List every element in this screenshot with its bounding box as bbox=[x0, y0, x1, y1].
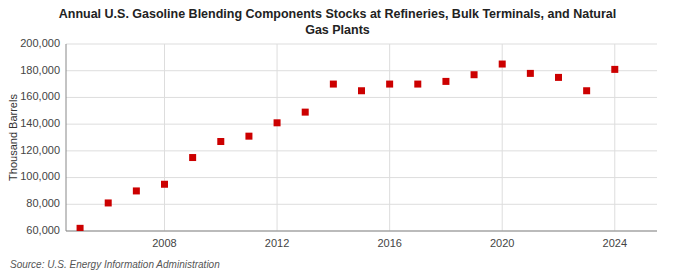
x-tick-label: 2008 bbox=[152, 237, 176, 249]
x-tick-label: 2012 bbox=[265, 237, 289, 249]
y-grid-line bbox=[66, 231, 657, 232]
y-grid-line bbox=[66, 97, 657, 98]
y-tick-label: 80,000 bbox=[26, 197, 60, 209]
source: Source: U.S. Energy Information Administ… bbox=[10, 259, 220, 270]
x-tick-label: 2024 bbox=[603, 237, 627, 249]
point bbox=[442, 78, 449, 85]
point bbox=[217, 138, 224, 145]
point bbox=[471, 71, 478, 78]
point bbox=[161, 181, 168, 188]
point bbox=[358, 87, 365, 94]
point bbox=[611, 66, 618, 73]
y-grid-line bbox=[66, 44, 657, 45]
point bbox=[133, 187, 140, 194]
x-tick-label: 2016 bbox=[377, 237, 401, 249]
point bbox=[583, 87, 590, 94]
point bbox=[274, 119, 281, 126]
point bbox=[330, 81, 337, 88]
x-grid-line bbox=[502, 44, 503, 231]
point bbox=[245, 133, 252, 140]
x-tick-label: 2020 bbox=[490, 237, 514, 249]
y-tick-label: 60,000 bbox=[26, 224, 60, 236]
point bbox=[189, 154, 196, 161]
point bbox=[302, 109, 309, 116]
point bbox=[77, 225, 84, 231]
y-tick-label: 180,000 bbox=[20, 64, 60, 76]
chart: Annual U.S. Gasoline Blending Components… bbox=[0, 0, 675, 275]
y-grid-line bbox=[66, 124, 657, 125]
y-axis-label: Thousand Barrels bbox=[7, 94, 19, 181]
title-line: Annual U.S. Gasoline Blending Components… bbox=[59, 7, 617, 21]
y-tick-label: 160,000 bbox=[20, 90, 60, 102]
y-tick-label: 200,000 bbox=[20, 37, 60, 49]
axes: 60,000 80,000 100,000 120,000 140,000 160,000… bbox=[20, 37, 657, 249]
x-grid-line bbox=[389, 44, 390, 231]
point bbox=[386, 81, 393, 88]
marks bbox=[77, 61, 619, 231]
y-axis-line bbox=[66, 44, 67, 231]
y-grid-line bbox=[66, 150, 657, 151]
point bbox=[105, 199, 112, 206]
x-grid-line bbox=[277, 44, 278, 231]
title-line: Gas Plants bbox=[305, 23, 370, 37]
y-grid-line bbox=[66, 70, 657, 71]
background bbox=[0, 0, 675, 275]
y-tick-label: 100,000 bbox=[20, 170, 60, 182]
point bbox=[499, 61, 506, 68]
y-tick-label: 120,000 bbox=[20, 144, 60, 156]
point bbox=[555, 74, 562, 81]
title: Annual U.S. Gasoline Blending Components… bbox=[59, 7, 617, 37]
grid bbox=[66, 44, 657, 231]
y-grid-line bbox=[66, 204, 657, 205]
x-axis-line bbox=[66, 231, 657, 232]
y-grid-line bbox=[66, 177, 657, 178]
y-tick-label: 140,000 bbox=[20, 117, 60, 129]
point bbox=[527, 70, 534, 77]
point bbox=[414, 81, 421, 88]
x-grid-line bbox=[164, 44, 165, 231]
